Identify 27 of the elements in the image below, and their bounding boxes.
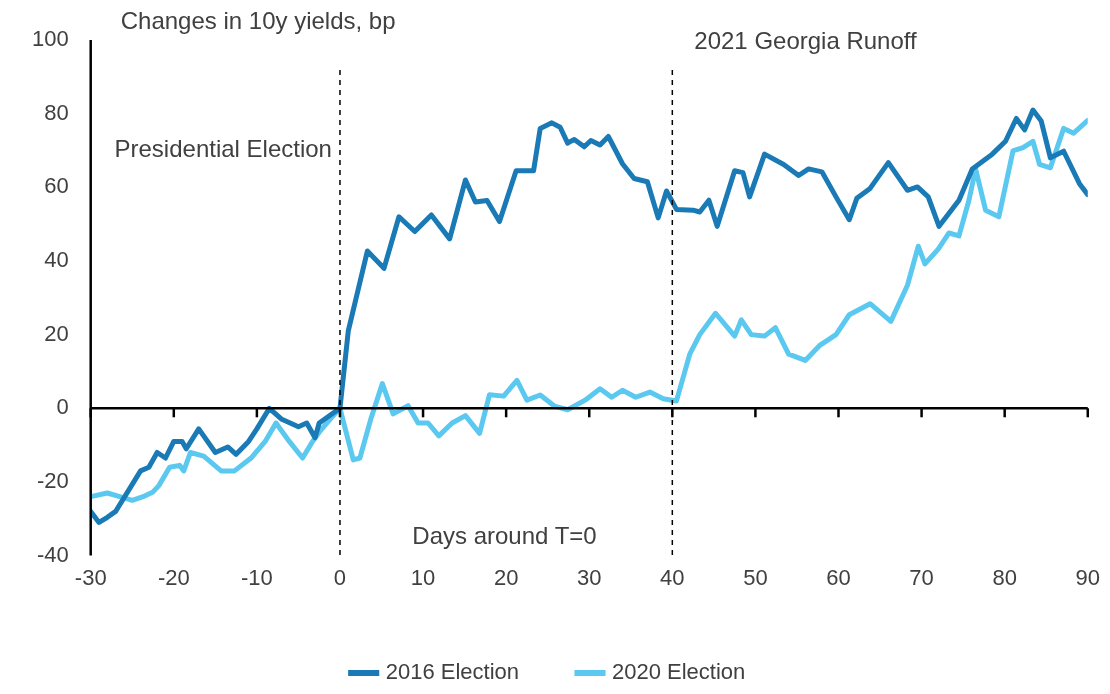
y-tick-label: -40 xyxy=(36,541,69,567)
legend-label: 2020 Election xyxy=(612,659,746,685)
ref-line-label: 2021 Georgia Runoff xyxy=(694,26,918,54)
x-tick-label: 90 xyxy=(1075,564,1101,590)
x-tick-label: 20 xyxy=(493,564,519,590)
x-tick-label: 50 xyxy=(743,564,768,590)
y-tick-label: 60 xyxy=(44,173,69,199)
x-axis-title: Days around T=0 xyxy=(412,522,597,550)
y-tick-label: 80 xyxy=(44,99,69,125)
y-tick-label: -20 xyxy=(36,468,69,494)
x-tick-label: -20 xyxy=(157,564,190,590)
y-tick-label: 100 xyxy=(31,26,69,52)
x-tick-label: -30 xyxy=(74,564,107,590)
x-tick-label: 80 xyxy=(992,564,1017,590)
y-tick-label: 20 xyxy=(44,320,69,346)
legend-label: 2016 Election xyxy=(385,659,520,685)
y-tick-label: 0 xyxy=(56,394,69,420)
x-tick-label: -10 xyxy=(240,564,273,590)
chart-title: Changes in 10y yields, bp xyxy=(120,6,396,34)
x-tick-label: 30 xyxy=(576,564,602,590)
x-tick-label: 10 xyxy=(410,564,436,590)
x-tick-label: 60 xyxy=(826,564,851,590)
x-tick-label: 40 xyxy=(660,564,685,590)
x-tick-label: 0 xyxy=(333,564,347,590)
x-tick-label: 70 xyxy=(909,564,934,590)
y-tick-label: 40 xyxy=(44,247,69,273)
ref-line-label: Presidential Election xyxy=(114,134,332,162)
